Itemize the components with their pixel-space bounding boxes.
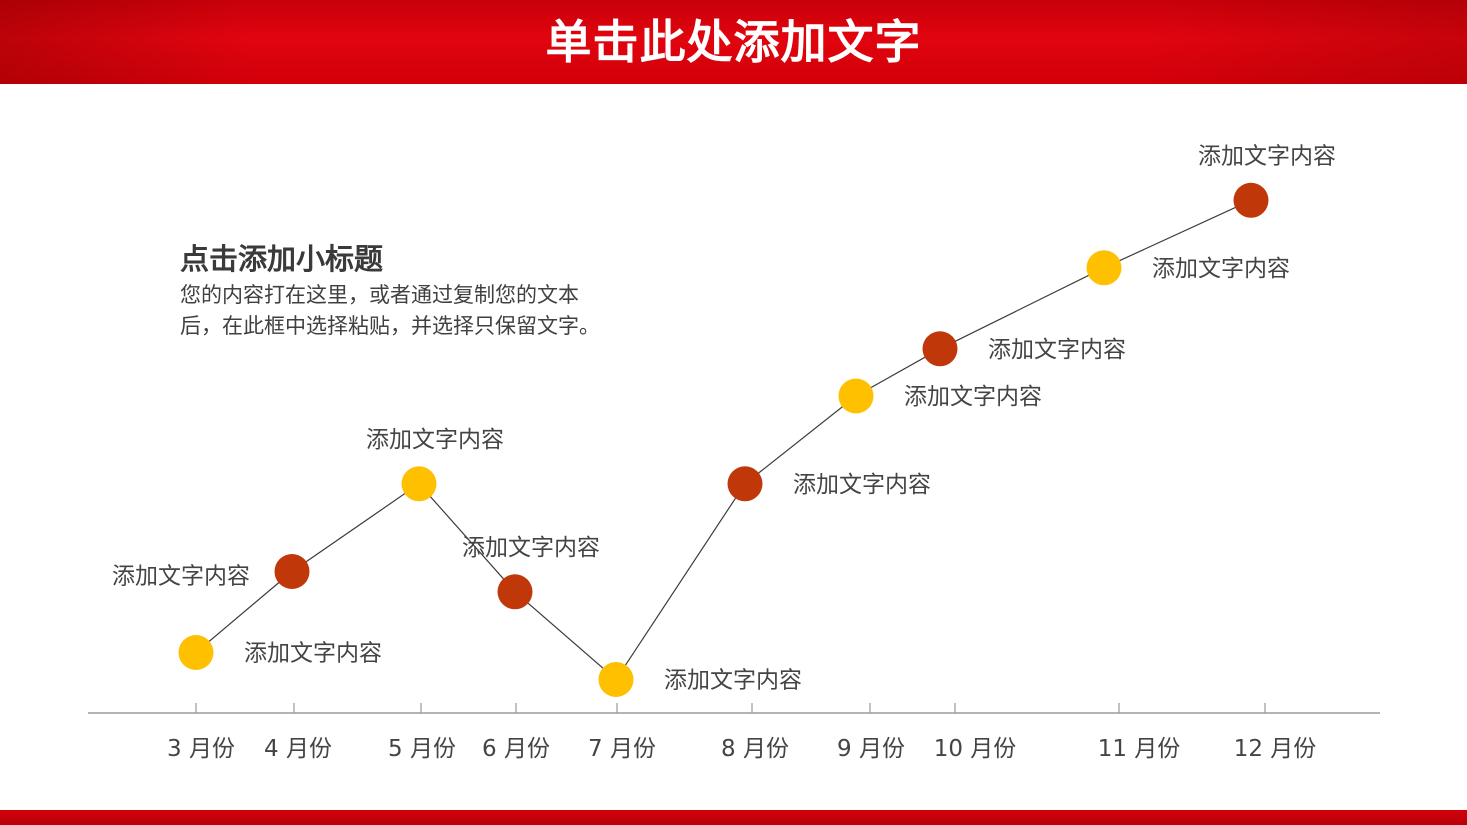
data-point-marker xyxy=(598,662,634,697)
body-line: 您的内容打在这里，或者通过复制您的文本 xyxy=(180,283,579,307)
x-tick-label: 10 月份 xyxy=(934,736,1017,762)
text-block: 点击添加小标题 您的内容打在这里，或者通过复制您的文本 后，在此框中选择粘贴，并… xyxy=(180,238,700,342)
x-tick-label: 6 月份 xyxy=(482,736,550,762)
x-tick-label: 12 月份 xyxy=(1234,736,1317,762)
footer-band xyxy=(0,810,1467,825)
page-title[interactable]: 单击此处添加文字 xyxy=(545,15,922,69)
data-point-label: 添加文字内容 xyxy=(1198,143,1336,169)
data-point-label: 添加文字内容 xyxy=(112,564,250,590)
data-point-marker xyxy=(727,466,763,502)
data-point-marker xyxy=(401,466,437,502)
data-point-marker xyxy=(838,378,874,414)
data-point-label: 添加文字内容 xyxy=(366,427,504,453)
series-line xyxy=(195,199,1252,681)
body-text[interactable]: 您的内容打在这里，或者通过复制您的文本 后，在此框中选择粘贴，并选择只保留文字。 xyxy=(180,280,650,342)
x-tick-label: 3 月份 xyxy=(167,736,235,762)
data-point-label: 添加文字内容 xyxy=(244,641,382,667)
data-point-label: 添加文字内容 xyxy=(793,472,931,498)
data-point-marker xyxy=(1233,182,1269,218)
data-point-marker xyxy=(178,635,214,670)
data-point-label: 添加文字内容 xyxy=(988,337,1126,363)
plum-blossom-ornament-right xyxy=(1147,0,1467,84)
body-line: 后，在此框中选择粘贴，并选择只保留文字。 xyxy=(180,314,600,338)
data-point-label: 添加文字内容 xyxy=(904,384,1042,410)
x-tick-label: 4 月份 xyxy=(264,736,332,762)
x-tick-label: 8 月份 xyxy=(721,736,789,762)
x-tick-label: 7 月份 xyxy=(588,736,656,762)
subtitle[interactable]: 点击添加小标题 xyxy=(180,242,384,276)
data-point-label: 添加文字内容 xyxy=(664,668,802,694)
x-tick-label: 11 月份 xyxy=(1098,736,1181,762)
header-banner: 单击此处添加文字 xyxy=(0,0,1467,84)
data-point-marker xyxy=(922,331,958,367)
data-point-label: 添加文字内容 xyxy=(1152,256,1290,282)
x-tick-label: 5 月份 xyxy=(388,736,456,762)
x-tick-label: 9 月份 xyxy=(837,736,905,762)
data-point-marker xyxy=(1086,250,1122,286)
data-point-marker xyxy=(274,554,310,589)
data-point-marker xyxy=(497,574,533,610)
data-point-label: 添加文字内容 xyxy=(462,535,600,561)
lattice-ornament-left xyxy=(0,0,250,84)
